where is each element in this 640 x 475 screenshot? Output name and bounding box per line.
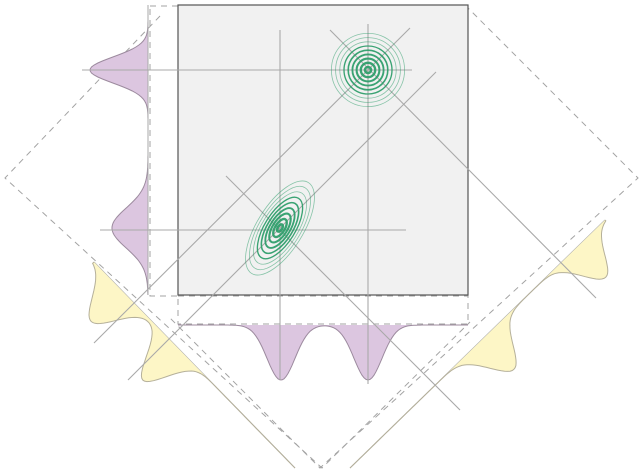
contour-ring xyxy=(335,37,401,103)
marginal-densities xyxy=(88,5,609,469)
contour-ring xyxy=(260,201,300,255)
contour-ring xyxy=(359,61,377,79)
contour-ring xyxy=(264,207,296,249)
guide-diagonal-cross-left xyxy=(225,175,461,411)
marginal-diagonal-left-fill xyxy=(89,262,295,468)
contour-ring xyxy=(347,49,389,91)
contour-ring xyxy=(363,65,373,75)
dashed-frame-right-diamond xyxy=(169,4,639,469)
dashed-projection-frames xyxy=(4,4,639,469)
contour-ring xyxy=(245,180,315,276)
marginal-bottom-curve xyxy=(178,324,468,381)
contour-ring xyxy=(256,196,304,260)
joint-density-plot-area xyxy=(177,4,469,296)
contour-ring xyxy=(355,57,381,83)
contour-ring xyxy=(268,212,292,244)
contour-ring xyxy=(253,191,307,265)
gaussian-contours xyxy=(245,33,405,276)
contour-component-upper-right xyxy=(330,33,405,107)
marginal-diagonal-right-curve xyxy=(349,219,609,469)
contour-ring xyxy=(343,45,393,95)
marginal-diagonal-left-curve xyxy=(88,261,296,469)
contour-ring xyxy=(351,53,385,87)
marginal-left-fill xyxy=(90,5,148,295)
contour-component-lower-left xyxy=(245,180,315,276)
contour-ring xyxy=(272,217,288,239)
dashed-frame-bottom-strip xyxy=(177,295,469,325)
contour-ring xyxy=(339,41,397,99)
dashed-frame-top-strip xyxy=(149,5,179,297)
marginal-diagonal-right-fill xyxy=(350,220,608,468)
contour-ring xyxy=(249,185,311,271)
contour-ring xyxy=(275,223,285,233)
dashed-frame-left-diamond xyxy=(4,15,471,469)
marginal-bottom-fill xyxy=(178,325,468,380)
contour-ring xyxy=(330,33,405,107)
